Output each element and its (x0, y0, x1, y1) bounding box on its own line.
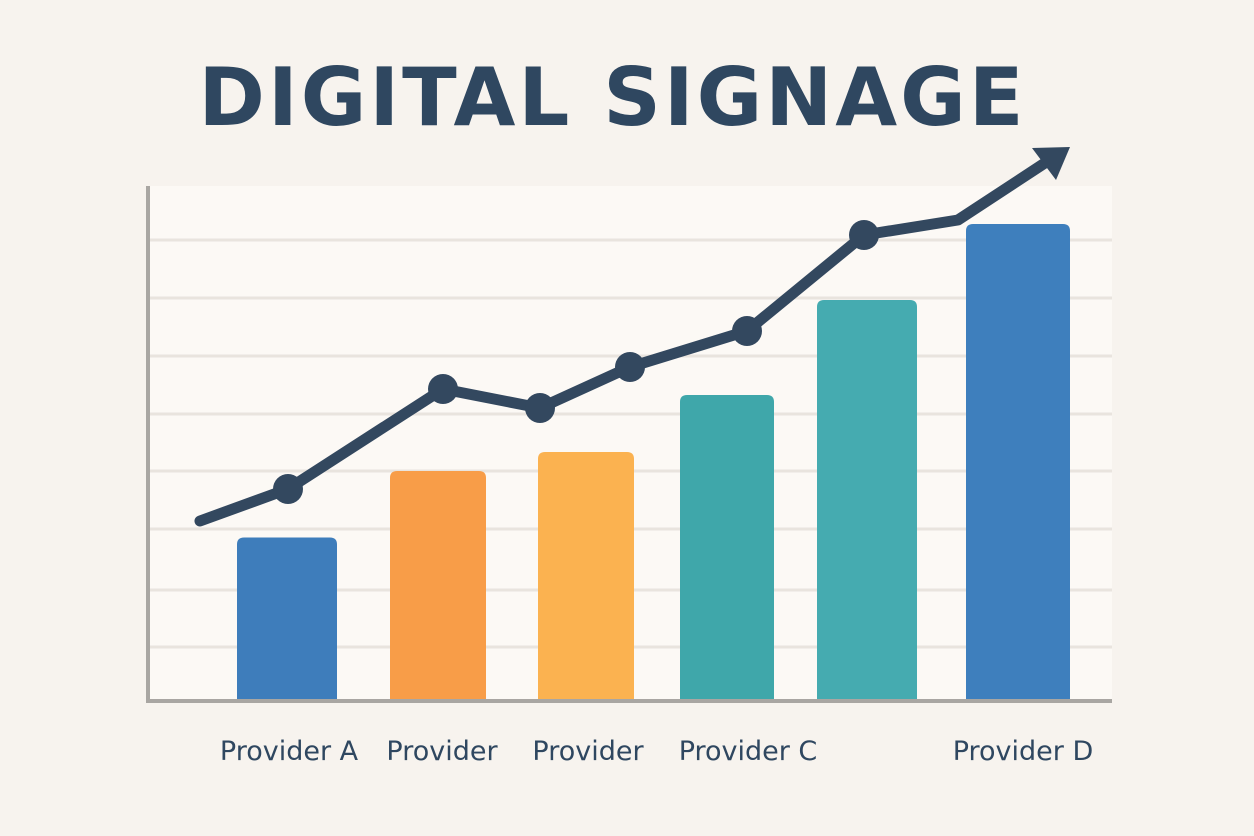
trend-marker (428, 374, 458, 404)
bar (817, 300, 917, 699)
bar (390, 471, 486, 699)
bar (680, 395, 774, 699)
category-label: Provider (386, 736, 498, 767)
trend-marker (849, 220, 879, 250)
chart-title: DIGITAL SIGNAGE (198, 51, 1027, 144)
trend-marker (732, 316, 762, 346)
bar (538, 452, 634, 699)
trend-arrowhead (1032, 147, 1070, 180)
category-label: Provider (532, 736, 644, 767)
trend-marker (525, 393, 555, 423)
category-label: Provider C (679, 736, 818, 767)
category-label: Provider D (953, 736, 1094, 767)
trend-marker (273, 474, 303, 504)
bar (237, 537, 337, 699)
trend-marker (615, 352, 645, 382)
category-label: Provider A (220, 736, 359, 767)
bar (966, 224, 1070, 699)
